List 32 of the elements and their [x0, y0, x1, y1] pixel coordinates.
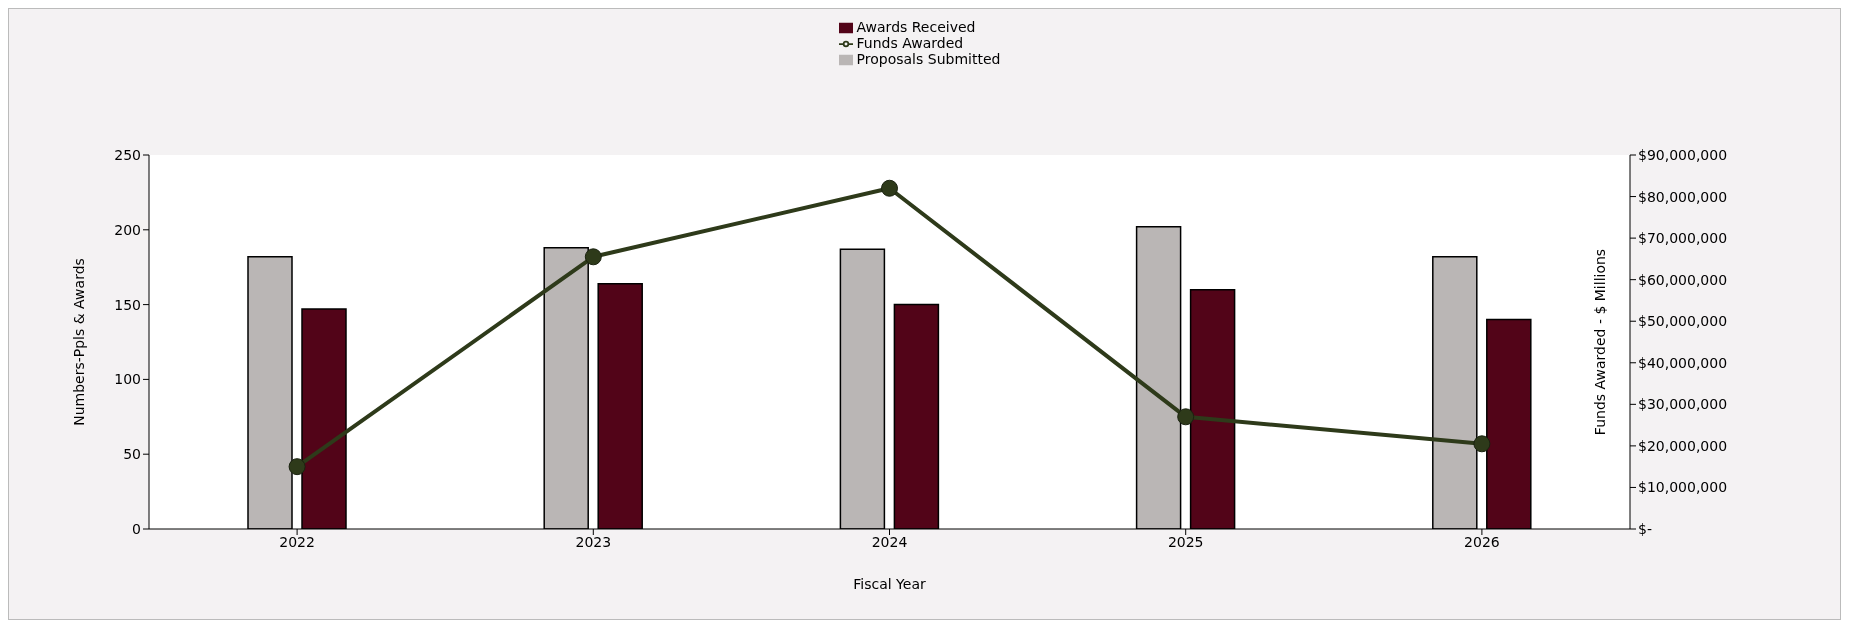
y-tick-label: 200 [114, 221, 141, 238]
point [1473, 435, 1491, 453]
x-tick-label: 2025 [1167, 533, 1204, 550]
y2-tick-label: $90,000,000 [1638, 146, 1728, 163]
x-tick-label: 2022 [279, 533, 315, 550]
y-tick-label: 100 [114, 371, 141, 388]
x-tick-label: 2023 [575, 533, 612, 550]
point [584, 248, 602, 266]
y2-tick-label: $20,000,000 [1638, 437, 1728, 454]
y-tick-label: 50 [123, 446, 141, 463]
point [1177, 408, 1195, 426]
y-tick-label: 150 [114, 296, 141, 313]
y-axis-title: Numbers-Ppls & Awards [70, 258, 87, 426]
legend-label: Funds Awarded [856, 35, 964, 51]
y-tick-label: 250 [114, 146, 141, 163]
x-axis-title: Fiscal Year [853, 576, 926, 592]
y2-axis-title: Funds Awarded - $ Millions [1591, 248, 1608, 436]
y2-tick-label: $30,000,000 [1638, 396, 1728, 413]
y2-tick-label: $50,000,000 [1638, 313, 1728, 330]
y2-tick-label: $80,000,000 [1638, 188, 1728, 205]
y2-tick-label: $60,000,000 [1638, 271, 1728, 288]
y2-tick-label: $40,000,000 [1638, 354, 1728, 371]
x-tick-label: 2026 [1464, 533, 1500, 550]
point [288, 458, 306, 476]
legend-label: Awards Received [856, 19, 976, 35]
y2-tick-label: $10,000,000 [1638, 479, 1728, 496]
y2-tick-label: $70,000,000 [1638, 230, 1728, 247]
point [881, 179, 898, 197]
y-tick-label: 0 [132, 520, 141, 537]
legend-label: Proposals Submitted [856, 51, 1001, 67]
x-tick-label: 2024 [871, 533, 908, 550]
y2-tick-label: $- [1638, 520, 1652, 537]
